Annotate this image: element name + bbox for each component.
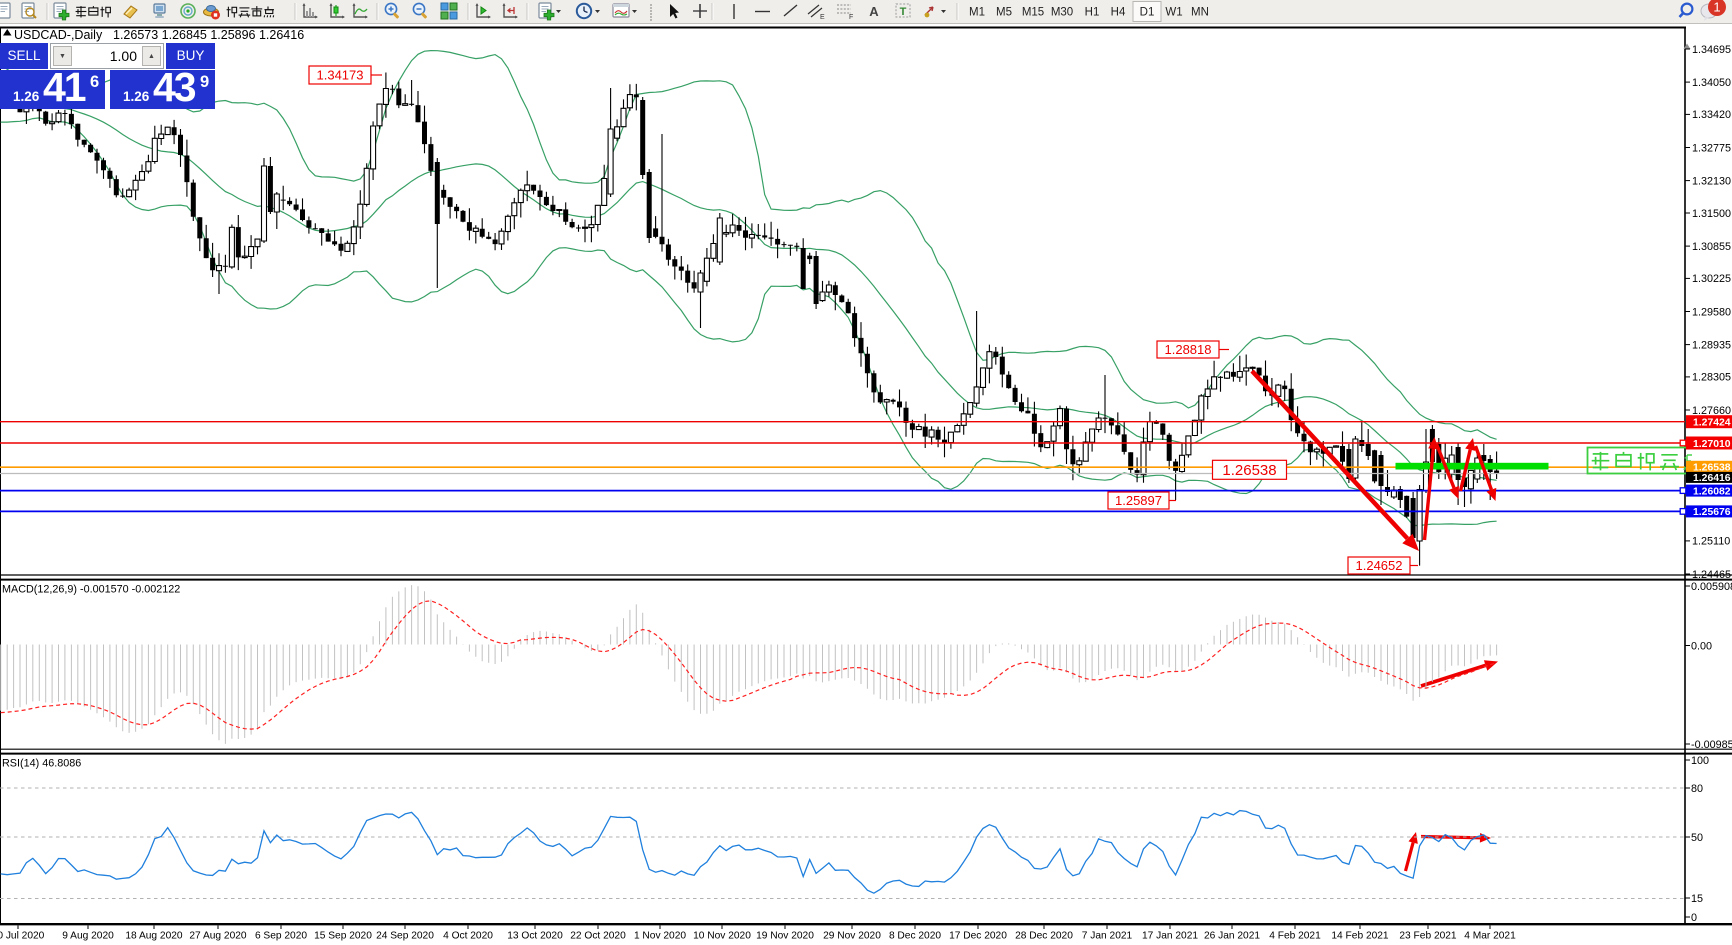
svg-text:1.26538: 1.26538 <box>1693 463 1731 474</box>
svg-text:H4: H4 <box>1111 7 1126 19</box>
svg-text:7 Jan 2021: 7 Jan 2021 <box>1082 931 1133 942</box>
svg-text:1.31500: 1.31500 <box>1692 208 1731 220</box>
svg-text:1.26416: 1.26416 <box>1693 473 1731 484</box>
svg-text:1.30855: 1.30855 <box>1692 241 1731 253</box>
svg-text:1.26082: 1.26082 <box>1693 486 1731 497</box>
svg-text:8 Dec 2020: 8 Dec 2020 <box>889 931 941 942</box>
svg-text:1.25897: 1.25897 <box>1115 493 1162 508</box>
svg-text:1.34050: 1.34050 <box>1692 77 1731 89</box>
svg-text:M30: M30 <box>1051 7 1073 19</box>
svg-text:4 Feb 2021: 4 Feb 2021 <box>1269 931 1321 942</box>
svg-text:30 Jul 2020: 30 Jul 2020 <box>0 931 45 942</box>
svg-text:1.24465: 1.24465 <box>1692 569 1731 581</box>
svg-text:1.28935: 1.28935 <box>1692 339 1731 351</box>
svg-text:1.25676: 1.25676 <box>1693 507 1731 518</box>
svg-text:0.00: 0.00 <box>1691 640 1712 652</box>
svg-text:H1: H1 <box>1085 7 1100 19</box>
svg-text:24 Sep 2020: 24 Sep 2020 <box>376 931 434 942</box>
svg-text:27 Aug 2020: 27 Aug 2020 <box>189 931 247 942</box>
svg-text:28 Dec 2020: 28 Dec 2020 <box>1015 931 1073 942</box>
svg-text:6 Sep 2020: 6 Sep 2020 <box>255 931 307 942</box>
svg-text:0.005908: 0.005908 <box>1691 581 1732 593</box>
svg-text:26 Jan 2021: 26 Jan 2021 <box>1204 931 1260 942</box>
svg-text:0: 0 <box>1691 912 1697 924</box>
svg-text:1.26538: 1.26538 <box>1222 462 1276 479</box>
svg-text:USDCAD-,Daily: USDCAD-,Daily <box>14 28 103 42</box>
svg-text:W1: W1 <box>1165 7 1182 19</box>
svg-text:19 Nov 2020: 19 Nov 2020 <box>756 931 814 942</box>
svg-text:1.28818: 1.28818 <box>1165 342 1212 357</box>
svg-text:29 Nov 2020: 29 Nov 2020 <box>823 931 881 942</box>
svg-text:1.32130: 1.32130 <box>1692 175 1731 187</box>
svg-text:13 Oct 2020: 13 Oct 2020 <box>507 931 563 942</box>
svg-text:A: A <box>869 4 879 19</box>
svg-text:1 Nov 2020: 1 Nov 2020 <box>634 931 686 942</box>
svg-text:RSI(14) 46.8086: RSI(14) 46.8086 <box>2 758 81 770</box>
svg-text:1.34695: 1.34695 <box>1692 44 1731 56</box>
svg-text:M15: M15 <box>1022 7 1044 19</box>
svg-text:M5: M5 <box>996 7 1012 19</box>
svg-text:1.25110: 1.25110 <box>1692 536 1730 548</box>
svg-text:1.30225: 1.30225 <box>1692 273 1731 285</box>
svg-text:18 Aug 2020: 18 Aug 2020 <box>125 931 183 942</box>
svg-text:M1: M1 <box>969 7 985 19</box>
svg-text:23 Feb 2021: 23 Feb 2021 <box>1399 931 1457 942</box>
svg-text:E: E <box>820 14 825 21</box>
svg-text:14 Feb 2021: 14 Feb 2021 <box>1331 931 1389 942</box>
svg-text:80: 80 <box>1691 783 1703 795</box>
svg-text:15 Sep 2020: 15 Sep 2020 <box>314 931 372 942</box>
svg-text:1.24652: 1.24652 <box>1356 558 1403 573</box>
svg-text:22 Oct 2020: 22 Oct 2020 <box>570 931 626 942</box>
svg-text:1.29580: 1.29580 <box>1692 306 1731 318</box>
svg-text:15: 15 <box>1691 893 1703 905</box>
svg-text:17 Jan 2021: 17 Jan 2021 <box>1142 931 1198 942</box>
svg-text:1.27660: 1.27660 <box>1692 405 1731 417</box>
svg-text:1.32775: 1.32775 <box>1692 142 1731 154</box>
svg-text:1.27424: 1.27424 <box>1693 418 1731 429</box>
svg-text:1.27010: 1.27010 <box>1693 439 1731 450</box>
svg-text:17 Dec 2020: 17 Dec 2020 <box>949 931 1007 942</box>
svg-text:1.28305: 1.28305 <box>1692 372 1731 384</box>
svg-text:T: T <box>900 6 907 18</box>
svg-text:9 Aug 2020: 9 Aug 2020 <box>62 931 114 942</box>
svg-text:4 Mar 2021: 4 Mar 2021 <box>1464 931 1516 942</box>
svg-text:4 Oct 2020: 4 Oct 2020 <box>443 931 493 942</box>
svg-text:1.34173: 1.34173 <box>317 68 364 83</box>
svg-text:MACD(12,26,9) -0.001570 -0.002: MACD(12,26,9) -0.001570 -0.002122 <box>2 584 180 596</box>
svg-text:MN: MN <box>1191 7 1209 19</box>
svg-text:1.26573 1.26845 1.25896 1.2641: 1.26573 1.26845 1.25896 1.26416 <box>113 28 304 42</box>
svg-text:10 Nov 2020: 10 Nov 2020 <box>693 931 751 942</box>
svg-text:1: 1 <box>1713 0 1720 15</box>
svg-text:F: F <box>849 14 853 21</box>
svg-text:D1: D1 <box>1140 7 1155 19</box>
svg-text:50: 50 <box>1691 832 1703 844</box>
svg-text:1.33420: 1.33420 <box>1692 109 1731 121</box>
svg-text:100: 100 <box>1691 755 1709 767</box>
